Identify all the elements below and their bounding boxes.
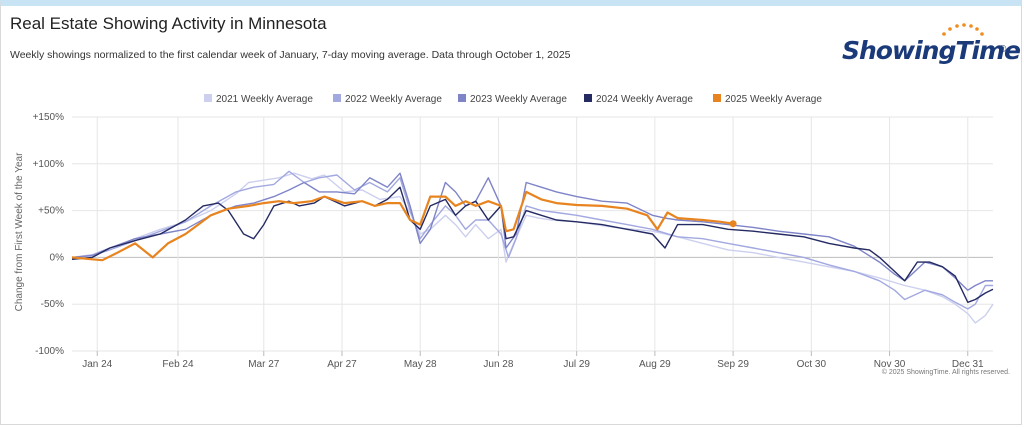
legend-label: 2024 Weekly Average bbox=[596, 94, 693, 105]
legend-swatch bbox=[204, 94, 212, 102]
y-axis: +150% +100% +50% 0% -50% -100% bbox=[33, 112, 65, 357]
showingtime-logo: ShowingTime ® bbox=[836, 22, 1021, 72]
page-title: Real Estate Showing Activity in Minnesot… bbox=[10, 14, 327, 33]
legend-swatch bbox=[584, 94, 592, 102]
line-chart: 2021 Weekly Average 2022 Weekly Average 20… bbox=[14, 94, 994, 370]
y-tick-label: +150% bbox=[33, 112, 65, 123]
x-tick-label: Mar 27 bbox=[248, 359, 280, 370]
series-line-2024 bbox=[71, 186, 994, 304]
x-tick-label: Oct 30 bbox=[797, 359, 827, 370]
legend-item-2025[interactable]: 2025 Weekly Average bbox=[713, 94, 822, 105]
y-tick-label: +50% bbox=[38, 206, 64, 217]
x-tick-label: Apr 27 bbox=[327, 359, 357, 370]
logo-registered-mark: ® bbox=[999, 44, 1007, 55]
series-line-2021 bbox=[71, 172, 994, 324]
series-line-2023 bbox=[71, 172, 993, 291]
legend-swatch bbox=[713, 94, 721, 102]
legend-item-2024[interactable]: 2024 Weekly Average bbox=[584, 94, 693, 105]
x-tick-label: Jan 24 bbox=[82, 359, 112, 370]
x-tick-label: Nov 30 bbox=[874, 359, 906, 370]
chart-series bbox=[71, 170, 994, 324]
x-tick-label: Jun 28 bbox=[483, 359, 513, 370]
legend-label: 2021 Weekly Average bbox=[216, 94, 313, 105]
legend-swatch bbox=[458, 94, 466, 102]
y-tick-label: -100% bbox=[35, 346, 64, 357]
legend-swatch bbox=[333, 94, 341, 102]
x-tick-label: Dec 31 bbox=[952, 359, 984, 370]
x-axis: Jan 24 Feb 24 Mar 27 Apr 27 May 28 Jun 28 Jul … bbox=[82, 351, 984, 370]
series-line-2022 bbox=[71, 170, 993, 310]
x-tick-label: Feb 24 bbox=[162, 359, 194, 370]
legend-label: 2025 Weekly Average bbox=[725, 94, 822, 105]
y-tick-label: +100% bbox=[33, 159, 65, 170]
page-subtitle: Weekly showings normalized to the first … bbox=[10, 49, 571, 61]
logo-wordmark: ShowingTime bbox=[842, 36, 1021, 65]
x-tick-label: Jul 29 bbox=[563, 359, 590, 370]
legend-item-2021[interactable]: 2021 Weekly Average bbox=[204, 94, 313, 105]
chart-grid bbox=[72, 116, 993, 352]
x-tick-label: Aug 29 bbox=[639, 359, 671, 370]
legend-item-2023[interactable]: 2023 Weekly Average bbox=[458, 94, 567, 105]
x-tick-label: May 28 bbox=[404, 359, 437, 370]
sunburst-icon bbox=[942, 23, 984, 36]
series-end-marker-2025 bbox=[729, 220, 737, 228]
y-tick-label: -50% bbox=[41, 299, 64, 310]
y-tick-label: 0% bbox=[50, 252, 65, 263]
legend-label: 2023 Weekly Average bbox=[470, 94, 567, 105]
legend-label: 2022 Weekly Average bbox=[345, 94, 442, 105]
copyright-notice: © 2025 ShowingTime. All rights reserved. bbox=[881, 369, 1010, 376]
chart-legend: 2021 Weekly Average 2022 Weekly Average 20… bbox=[204, 94, 822, 105]
x-tick-label: Sep 29 bbox=[717, 359, 749, 370]
legend-item-2022[interactable]: 2022 Weekly Average bbox=[333, 94, 442, 105]
series-line-2025 bbox=[71, 190, 734, 262]
y-axis-label: Change from First Week of the Year bbox=[14, 152, 25, 311]
